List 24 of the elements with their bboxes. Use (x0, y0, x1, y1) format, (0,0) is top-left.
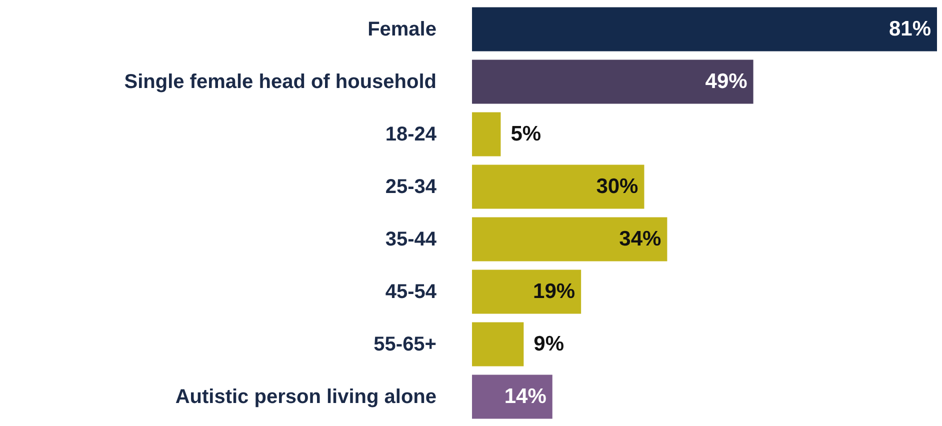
data-label: 14% (504, 384, 547, 408)
data-label: 9% (534, 332, 564, 356)
bar (472, 217, 668, 262)
data-label: 81% (888, 17, 932, 40)
bar (472, 7, 937, 52)
y-tick-label: Single female head of household (124, 70, 436, 93)
bar (472, 270, 582, 314)
y-tick-label: 18-24 (385, 123, 438, 146)
bar (472, 374, 552, 419)
y-tick-label: 45-54 (385, 280, 438, 303)
bar (472, 60, 754, 104)
data-label: 5% (510, 122, 542, 146)
bar (472, 164, 644, 209)
data-label: 19% (533, 280, 576, 303)
y-tick-label: 25-34 (385, 176, 438, 198)
data-label: 34% (619, 227, 662, 250)
y-tick-label: 35-44 (385, 228, 438, 250)
y-tick-label: 55-65+ (374, 333, 436, 356)
data-label: 49% (705, 70, 748, 93)
bar (472, 322, 524, 366)
bar (472, 112, 501, 156)
y-tick-label: Autistic person living alone (175, 386, 436, 408)
data-label: 30% (596, 174, 639, 198)
y-tick-label: Female (368, 18, 436, 40)
